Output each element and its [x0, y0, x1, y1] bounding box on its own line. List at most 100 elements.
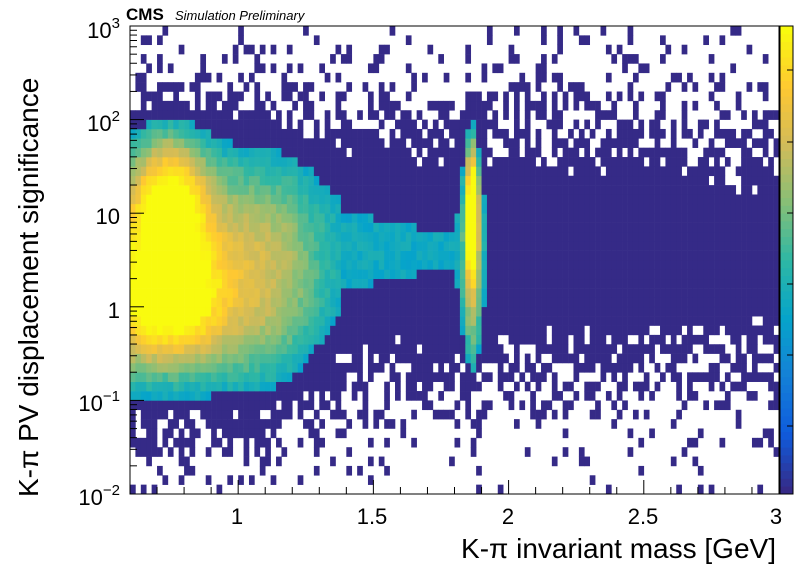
- heatmap-cell: [232, 344, 239, 354]
- heatmap-cell: [330, 54, 336, 64]
- heatmap-cell: [292, 82, 298, 92]
- heatmap-cell: [367, 278, 374, 289]
- heatmap-cell: [362, 269, 369, 280]
- heatmap-cell: [427, 222, 434, 233]
- heatmap-cell: [400, 241, 407, 251]
- heatmap-cell: [497, 344, 504, 354]
- heatmap-cell: [519, 82, 526, 92]
- heatmap-cell: [303, 334, 309, 345]
- heatmap-cell: [221, 260, 228, 270]
- heatmap-cell: [286, 241, 293, 251]
- heatmap-cell: [622, 344, 628, 354]
- heatmap-cell: [449, 297, 455, 308]
- heatmap-cell: [232, 203, 239, 214]
- heatmap-cell: [687, 297, 693, 308]
- heatmap-cell: [313, 306, 320, 317]
- heatmap-cell: [476, 194, 482, 205]
- heatmap-cell: [238, 157, 244, 167]
- heatmap-cell: [205, 288, 212, 298]
- heatmap-cell: [184, 185, 190, 195]
- color-bar-segment: [780, 400, 793, 409]
- heatmap-cell: [735, 362, 742, 373]
- heatmap-cell: [492, 185, 499, 195]
- heatmap-cell: [346, 344, 353, 354]
- heatmap-cell: [405, 278, 412, 289]
- heatmap-cell: [627, 147, 634, 158]
- heatmap-cell: [486, 203, 493, 214]
- heatmap-cell: [281, 82, 288, 92]
- heatmap-cell: [378, 54, 385, 64]
- heatmap-cell: [151, 484, 158, 495]
- heatmap-cell: [578, 91, 585, 102]
- heatmap-cell: [232, 353, 239, 364]
- heatmap-cell: [140, 147, 147, 158]
- heatmap-cell: [405, 306, 412, 317]
- heatmap-cell: [389, 194, 396, 205]
- heatmap-cell: [497, 194, 504, 205]
- heatmap-cell: [654, 269, 661, 280]
- heatmap-cell: [751, 344, 758, 354]
- heatmap-cell: [146, 297, 152, 308]
- heatmap-cell: [465, 260, 472, 270]
- heatmap-cell: [422, 306, 428, 317]
- heatmap-cell: [746, 231, 753, 242]
- heatmap-cell: [313, 344, 320, 354]
- heatmap-cell: [270, 316, 277, 326]
- heatmap-cell: [308, 194, 315, 205]
- heatmap-cell: [465, 316, 472, 326]
- heatmap-cell: [708, 278, 715, 289]
- heatmap-cell: [578, 166, 585, 177]
- heatmap-cell: [660, 194, 666, 205]
- heatmap-cell: [687, 185, 693, 195]
- heatmap-cell: [384, 419, 390, 429]
- heatmap-cell: [140, 334, 147, 345]
- heatmap-cell: [654, 119, 661, 130]
- heatmap-cell: [243, 456, 250, 467]
- heatmap-cell: [443, 185, 450, 195]
- heatmap-cell: [146, 250, 152, 261]
- heatmap-cell: [573, 353, 580, 364]
- heatmap-cell: [303, 278, 309, 289]
- color-bar-segment: [780, 299, 793, 308]
- heatmap-cell: [687, 203, 693, 214]
- heatmap-cell: [486, 297, 493, 308]
- heatmap-cell: [232, 316, 239, 326]
- heatmap-cell: [248, 316, 255, 326]
- heatmap-cell: [130, 419, 136, 429]
- heatmap-cell: [151, 260, 158, 270]
- heatmap-cell: [405, 316, 412, 326]
- heatmap-cell: [324, 213, 331, 223]
- heatmap-cell: [211, 138, 217, 148]
- heatmap-cell: [259, 44, 266, 55]
- heatmap-cell: [227, 222, 234, 233]
- heatmap-cell: [362, 157, 369, 167]
- heatmap-cell: [211, 391, 217, 401]
- heatmap-cell: [541, 288, 547, 298]
- heatmap-cell: [557, 222, 563, 233]
- x-tick-labels: 1 1.5 2 2.5 3: [231, 504, 782, 529]
- heatmap-cell: [297, 231, 304, 242]
- heatmap-cell: [654, 288, 661, 298]
- heatmap-cell: [449, 260, 455, 270]
- heatmap-cell: [768, 175, 774, 186]
- heatmap-cell: [140, 72, 147, 83]
- heatmap-cell: [178, 250, 185, 261]
- heatmap-cell: [140, 269, 147, 280]
- heatmap-cell: [373, 316, 380, 326]
- heatmap-cell: [140, 288, 147, 298]
- heatmap-cell: [714, 316, 720, 326]
- heatmap-cell: [449, 372, 455, 382]
- heatmap-cell: [589, 391, 596, 401]
- heatmap-cell: [389, 334, 396, 345]
- heatmap-cell: [481, 334, 488, 345]
- heatmap-cell: [497, 175, 504, 186]
- heatmap-cell: [411, 157, 417, 167]
- color-bar-segment: [780, 88, 793, 97]
- heatmap-cell: [400, 306, 407, 317]
- heatmap-cell: [194, 381, 201, 392]
- heatmap-cell: [654, 213, 661, 223]
- heatmap-cell: [184, 110, 190, 120]
- heatmap-cell: [546, 166, 553, 177]
- heatmap-cell: [405, 344, 412, 354]
- heatmap-cell: [476, 362, 482, 373]
